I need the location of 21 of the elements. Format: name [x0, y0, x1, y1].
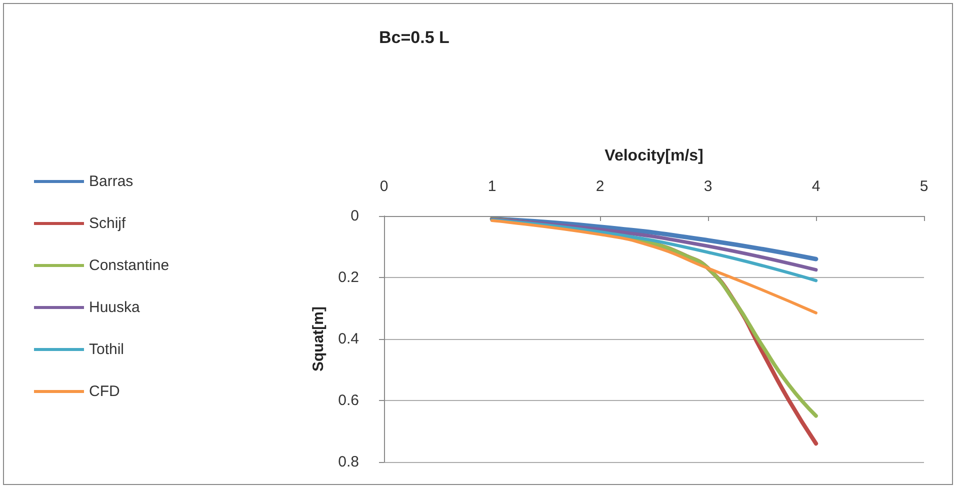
x-tick-label: 3 [704, 178, 712, 195]
x-tick-label: 5 [920, 178, 928, 195]
y-tick-label: 0 [350, 208, 359, 224]
y-tick-label: 0.2 [338, 269, 359, 286]
legend-label: Constantine [89, 257, 170, 274]
chart-title: Bc=0.5 L [379, 28, 450, 47]
x-tick-label: 4 [812, 178, 820, 195]
legend-label: CFD [89, 383, 120, 400]
legend-label: Schijf [89, 215, 127, 232]
y-tick-label: 0.8 [338, 454, 359, 470]
legend-label: Barras [89, 173, 134, 190]
line-series [490, 219, 818, 314]
x-tick-label: 0 [380, 178, 388, 195]
legend-label: Huuska [89, 299, 141, 316]
legend-label: Tothil [89, 341, 124, 358]
x-axis-title: Velocity[m/s] [604, 148, 704, 164]
y-tick-label: 0.4 [338, 330, 359, 348]
x-tick-label: 1 [488, 178, 496, 195]
y-axis-title: Squat[m] [310, 306, 327, 372]
x-tick-label: 2 [596, 178, 604, 195]
y-tick-label: 0.6 [338, 392, 359, 409]
